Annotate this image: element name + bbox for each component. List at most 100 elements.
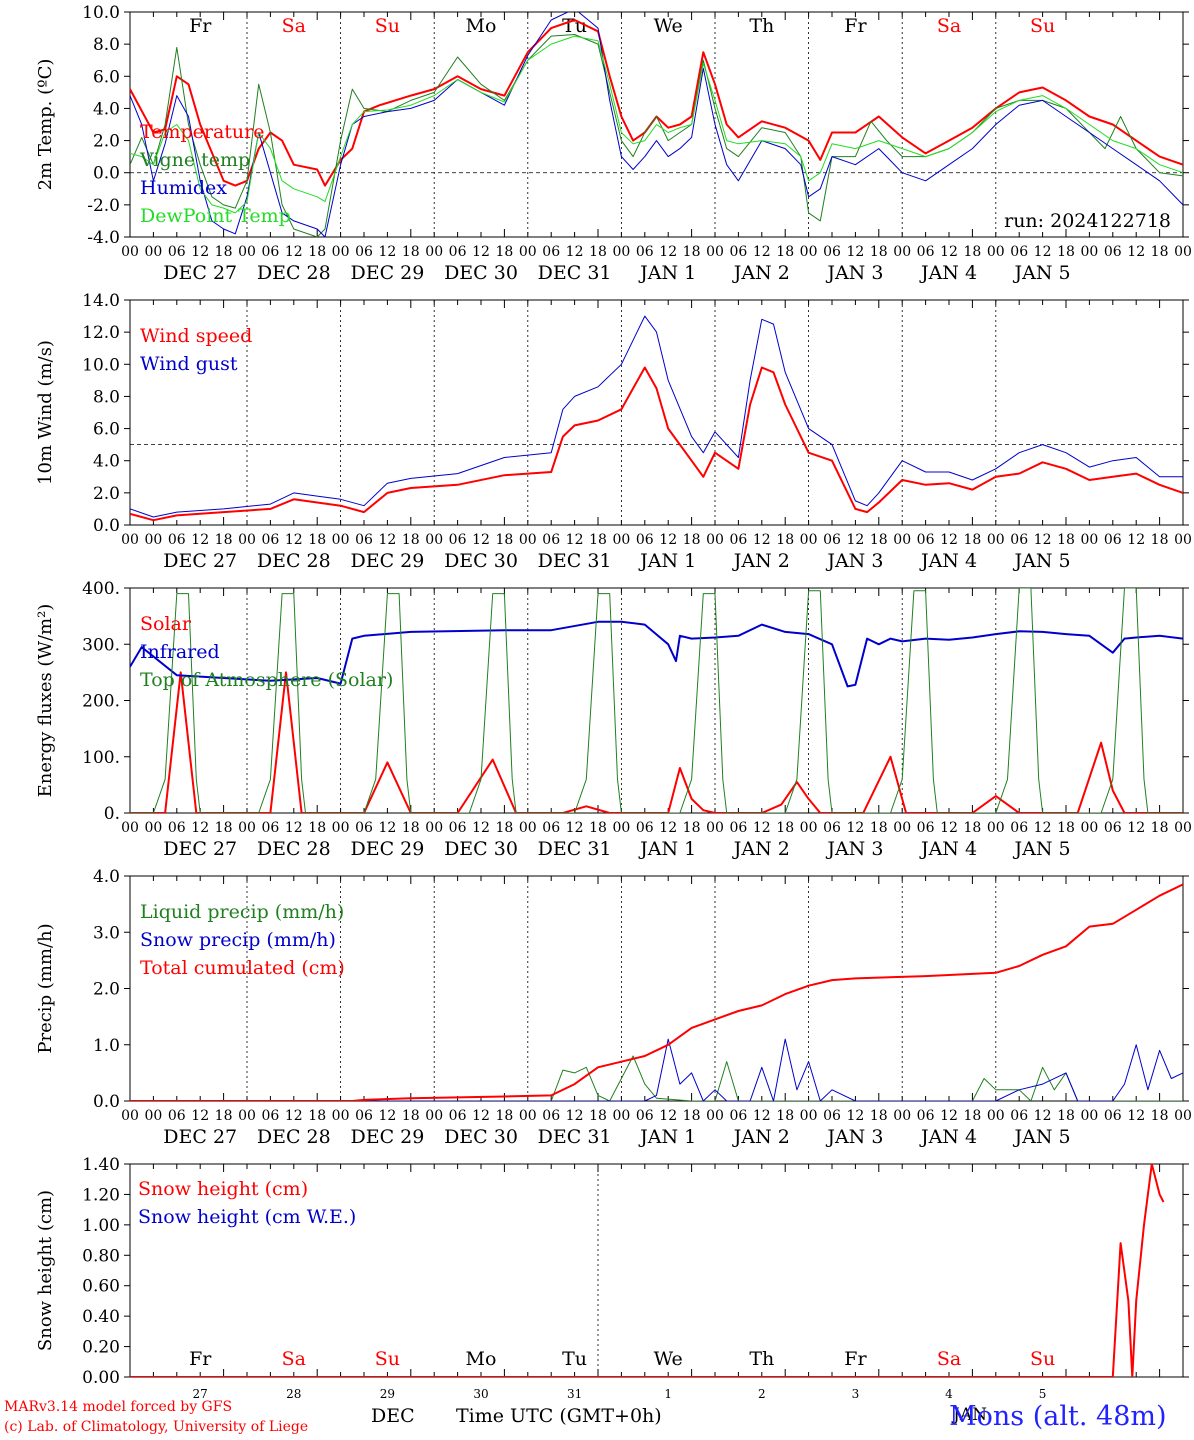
y-tick-label: 4.0 bbox=[93, 99, 120, 119]
legend-entry: Humidex bbox=[140, 177, 227, 199]
hour-label: 00 bbox=[332, 820, 350, 836]
hour-label: 12 bbox=[1034, 1108, 1052, 1124]
hour-label: 18 bbox=[870, 1108, 888, 1124]
legend-entry: Top of Atmosphere (Solar) bbox=[140, 669, 393, 691]
hour-label: 12 bbox=[1034, 532, 1052, 548]
hour-label: 06 bbox=[729, 532, 747, 548]
y-tick-label: 0.60 bbox=[82, 1277, 120, 1297]
hour-label: 00 bbox=[519, 244, 537, 260]
day-name: Sa bbox=[282, 15, 306, 37]
date-label: JAN 3 bbox=[825, 262, 883, 284]
date-label: DEC 27 bbox=[163, 1126, 237, 1148]
date-label: JAN 4 bbox=[919, 262, 977, 284]
date-label: DEC 28 bbox=[257, 1126, 331, 1148]
hour-label: 00 bbox=[1080, 244, 1098, 260]
hour-label: 00 bbox=[800, 244, 818, 260]
hour-label: 18 bbox=[963, 244, 981, 260]
hour-label: 18 bbox=[1057, 532, 1075, 548]
hour-label: 00 bbox=[238, 532, 256, 548]
day-name: Fr bbox=[189, 15, 212, 37]
day-name: Su bbox=[375, 15, 400, 37]
date-label: DEC 30 bbox=[444, 550, 518, 572]
y-axis-label: 2m Temp. (ºC) bbox=[35, 59, 56, 191]
hour-label: 00 bbox=[800, 820, 818, 836]
model-credit: MARv3.14 model forced by GFS bbox=[4, 1399, 233, 1415]
y-tick-label: 0.40 bbox=[82, 1307, 120, 1327]
hour-label: 00 bbox=[425, 532, 443, 548]
hour-label: 00 bbox=[706, 1108, 724, 1124]
day-name: Th bbox=[749, 15, 774, 37]
hour-label: 12 bbox=[472, 532, 490, 548]
hour-label: 18 bbox=[1151, 1108, 1169, 1124]
y-tick-label: 1.0 bbox=[93, 1036, 120, 1056]
date-label: DEC 29 bbox=[350, 1126, 424, 1148]
day-number: 5 bbox=[1039, 1387, 1047, 1401]
hour-label: 18 bbox=[402, 532, 420, 548]
plot-frame bbox=[129, 11, 1184, 238]
y-axis-label: Precip (mm/h) bbox=[35, 923, 56, 1053]
hour-label: 00 bbox=[1174, 244, 1192, 260]
hour-label: 18 bbox=[963, 820, 981, 836]
day-name: Su bbox=[375, 1348, 400, 1370]
day-name: Sa bbox=[937, 1348, 961, 1370]
date-label: JAN 5 bbox=[1013, 1126, 1071, 1148]
hour-label: 18 bbox=[870, 820, 888, 836]
hour-label: 18 bbox=[1151, 820, 1169, 836]
hour-label: 12 bbox=[378, 820, 396, 836]
day-name: Fr bbox=[189, 1348, 212, 1370]
hour-label: 12 bbox=[1034, 244, 1052, 260]
hour-label: 06 bbox=[355, 1108, 373, 1124]
hour-label: 18 bbox=[1151, 532, 1169, 548]
day-name: Sa bbox=[282, 1348, 306, 1370]
day-name: Mo bbox=[466, 1348, 497, 1370]
date-label: JAN 1 bbox=[638, 838, 696, 860]
hour-label: 06 bbox=[636, 532, 654, 548]
hour-label: 12 bbox=[285, 1108, 303, 1124]
hour-label: 12 bbox=[1127, 532, 1145, 548]
hour-label: 18 bbox=[683, 244, 701, 260]
y-tick-label: 8.0 bbox=[93, 35, 120, 55]
legend-entry: Vigne temp bbox=[139, 149, 250, 171]
series-line-1 bbox=[130, 1164, 1165, 1377]
hour-label: 00 bbox=[612, 532, 630, 548]
hour-label: 00 bbox=[238, 820, 256, 836]
hour-label: 06 bbox=[168, 532, 186, 548]
hour-label: 18 bbox=[963, 532, 981, 548]
hour-label: 00 bbox=[144, 820, 162, 836]
time-axis-label: Time UTC (GMT+0h) bbox=[456, 1405, 662, 1427]
hour-label: 00 bbox=[519, 532, 537, 548]
day-name: Su bbox=[1030, 1348, 1055, 1370]
date-label: DEC 31 bbox=[538, 838, 612, 860]
hour-label: 12 bbox=[285, 244, 303, 260]
y-tick-label: -2.0 bbox=[87, 196, 120, 216]
hour-label: 00 bbox=[425, 820, 443, 836]
date-label: JAN 4 bbox=[919, 550, 977, 572]
hour-label: 12 bbox=[940, 532, 958, 548]
hour-label: 18 bbox=[589, 1108, 607, 1124]
lab-credit: (c) Lab. of Climatology, University of L… bbox=[4, 1419, 309, 1435]
date-label: JAN 2 bbox=[732, 838, 790, 860]
date-label: JAN 2 bbox=[732, 1126, 790, 1148]
legend-entry: Wind gust bbox=[140, 353, 238, 375]
hour-label: 00 bbox=[893, 820, 911, 836]
hour-label: 00 bbox=[800, 532, 818, 548]
y-tick-label: 300. bbox=[82, 635, 120, 655]
hour-label: 06 bbox=[449, 244, 467, 260]
hour-label: 06 bbox=[917, 532, 935, 548]
date-label: JAN 5 bbox=[1013, 550, 1071, 572]
day-number: 1 bbox=[664, 1387, 672, 1401]
hour-label: 12 bbox=[753, 244, 771, 260]
y-tick-label: 100. bbox=[82, 748, 120, 768]
hour-label: 00 bbox=[800, 1108, 818, 1124]
hour-label: 06 bbox=[355, 244, 373, 260]
panel-2: 0.0 2.0 4.0 6.0 8.0 10.0 12.0 14.0 10m Wind (m/s… bbox=[35, 291, 1192, 572]
hour-label: 00 bbox=[144, 532, 162, 548]
series-line-2 bbox=[130, 620, 1183, 688]
day-name: Fr bbox=[844, 1348, 867, 1370]
day-number: 4 bbox=[945, 1387, 953, 1401]
month-label-jan: JAN bbox=[953, 1405, 987, 1425]
legend-entry: Infrared bbox=[140, 641, 220, 663]
date-label: JAN 3 bbox=[825, 1126, 883, 1148]
y-tick-label: 200. bbox=[82, 692, 120, 712]
